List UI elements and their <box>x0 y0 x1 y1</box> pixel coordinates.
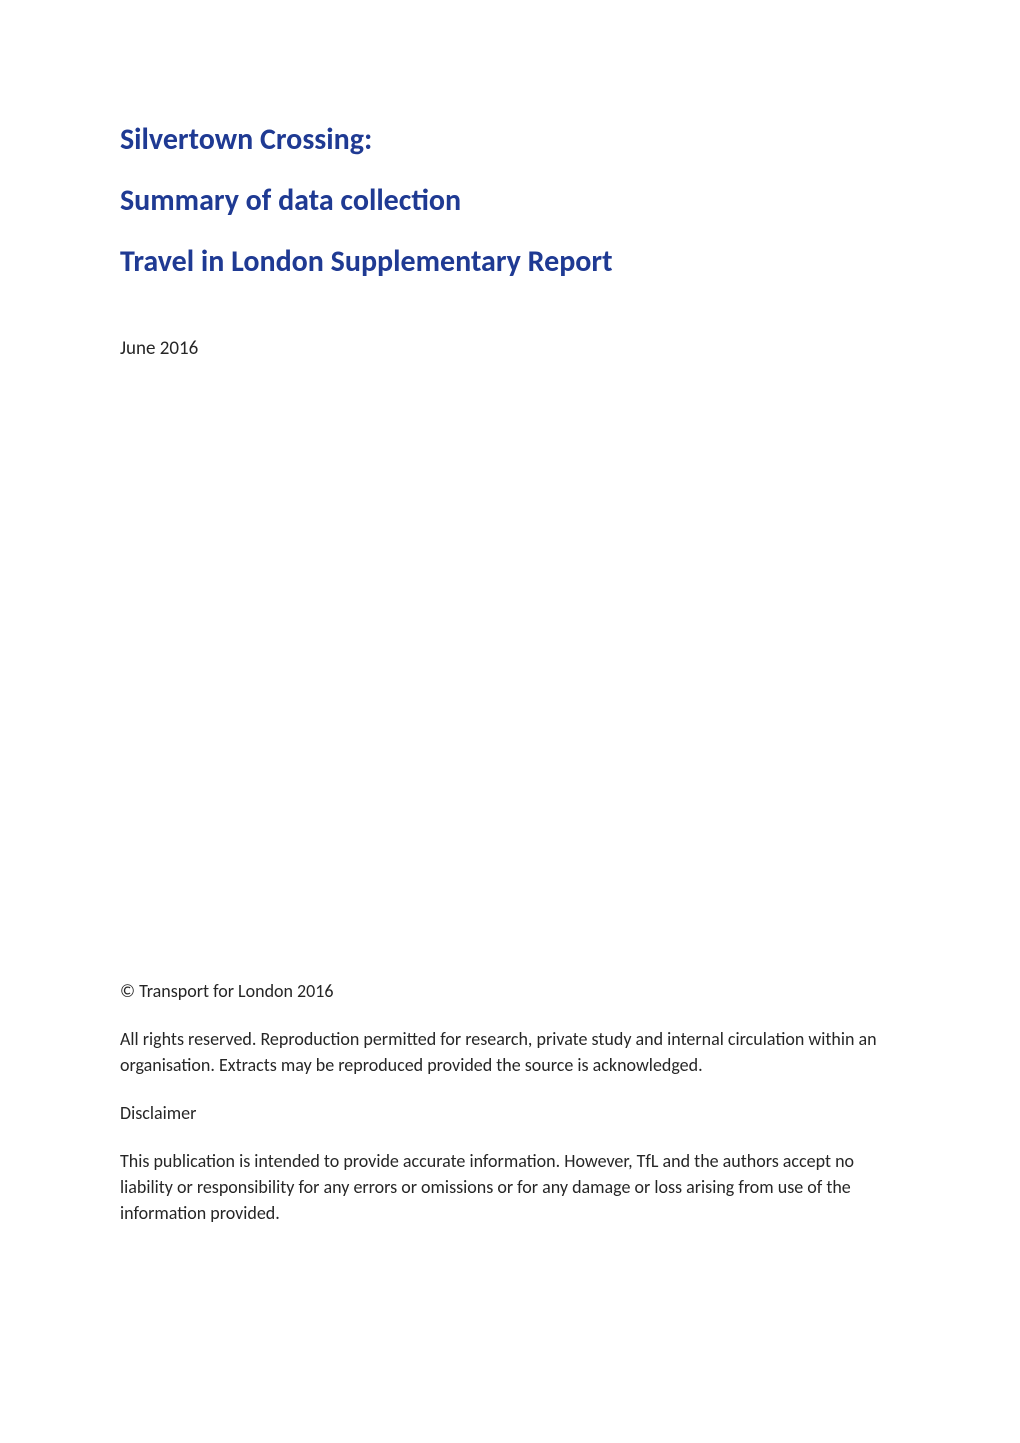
publication-date: June 2016 <box>120 337 900 360</box>
title-line-1: Silvertown Crossing: <box>120 120 900 159</box>
title-line-3: Travel in London Supplementary Report <box>120 242 900 281</box>
copyright-notice: © Transport for London 2016 <box>120 980 900 1002</box>
title-line-2: Summary of data collection <box>120 181 900 220</box>
rights-statement: All rights reserved. Reproduction permit… <box>120 1026 900 1078</box>
disclaimer-body: This publication is intended to provide … <box>120 1148 900 1226</box>
disclaimer-heading: Disclaimer <box>120 1102 900 1124</box>
